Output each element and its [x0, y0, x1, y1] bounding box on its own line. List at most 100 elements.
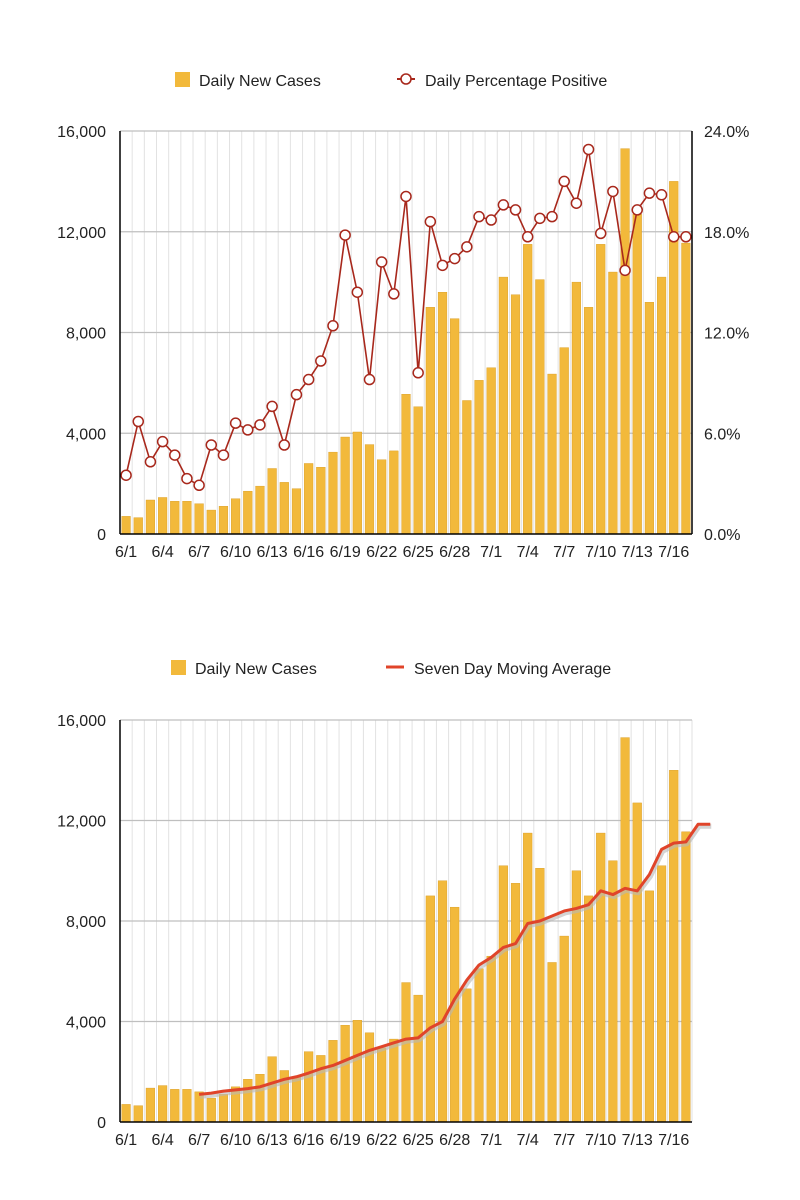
line-point	[278, 439, 291, 451]
y-right-tick-label: 6.0%	[704, 426, 740, 443]
line-point	[229, 417, 242, 429]
x-tick-label: 6/16	[293, 1132, 324, 1149]
line-point	[436, 259, 449, 272]
bar	[352, 431, 362, 535]
legend-bar-label: Daily New Cases	[195, 661, 317, 678]
bar	[413, 994, 423, 1123]
bar	[620, 737, 630, 1123]
bar	[401, 394, 411, 535]
legend-marker-icon	[400, 73, 412, 85]
y-tick-label: 0	[97, 1115, 106, 1132]
bar	[145, 1087, 155, 1123]
bar	[316, 1055, 326, 1123]
bar	[218, 1094, 229, 1123]
bar	[158, 1085, 168, 1123]
bar	[291, 1076, 302, 1123]
y-axis-left-ticks: 0 4,000 8,000 12,000 16,000	[57, 124, 106, 544]
legend-bar-swatch	[171, 660, 186, 675]
bar	[243, 1079, 253, 1123]
x-tick-label: 6/10	[220, 1132, 251, 1149]
bar	[291, 488, 302, 535]
line-point	[351, 286, 364, 298]
bar	[206, 509, 216, 535]
line-point	[570, 197, 583, 209]
bar	[535, 868, 545, 1123]
legend-line-label: Seven Day Moving Average	[414, 661, 611, 678]
bar	[510, 294, 521, 535]
bar	[608, 860, 618, 1123]
x-tick-label: 6/7	[188, 1132, 210, 1149]
line-point	[497, 199, 510, 211]
bar	[644, 890, 654, 1123]
legend: Daily New Cases Daily Percentage Positiv…	[175, 72, 607, 90]
bar	[656, 865, 667, 1123]
x-tick-label: 7/1	[480, 544, 502, 561]
line-point	[412, 367, 424, 379]
bar	[596, 832, 606, 1123]
y-right-tick-label: 0.0%	[704, 527, 740, 544]
line-series	[198, 822, 712, 1099]
bar	[523, 832, 533, 1123]
bar	[669, 770, 679, 1123]
y-tick-label: 4,000	[66, 1015, 106, 1032]
line-point	[582, 143, 595, 156]
line-point	[302, 373, 315, 386]
line-point	[473, 210, 485, 223]
y-tick-label: 12,000	[57, 814, 106, 831]
bar	[474, 968, 484, 1123]
bar	[255, 485, 265, 535]
bar	[523, 244, 533, 535]
line-point	[448, 252, 461, 265]
x-tick-label: 6/10	[220, 544, 251, 561]
bar	[413, 406, 423, 535]
line-point	[643, 187, 656, 199]
bar	[377, 459, 387, 535]
x-tick-label: 6/22	[366, 544, 397, 561]
bar	[462, 400, 472, 535]
bar	[352, 1020, 362, 1123]
line-point	[242, 424, 254, 436]
x-tick-label: 6/25	[403, 544, 434, 561]
bar	[243, 490, 253, 535]
bar	[583, 307, 594, 535]
x-tick-label: 6/1	[115, 1132, 137, 1149]
bar	[510, 883, 521, 1123]
line-point	[485, 214, 497, 226]
bar	[133, 1105, 143, 1123]
bar	[656, 276, 667, 535]
x-tick-label: 7/13	[622, 1132, 653, 1149]
bar	[681, 831, 691, 1123]
axes	[119, 720, 692, 1123]
bar	[121, 516, 131, 535]
bar	[133, 517, 143, 535]
y-tick-label: 0	[97, 527, 106, 544]
bar	[535, 279, 545, 535]
x-axis-ticks: 6/1 6/4 6/7 6/10 6/13 6/16 6/19 6/22 6/25 6/28 7/1…	[115, 544, 689, 561]
x-tick-label: 7/4	[517, 544, 539, 561]
line-point	[558, 175, 570, 188]
line-point	[339, 229, 351, 241]
y-tick-label: 16,000	[57, 713, 106, 730]
bar	[644, 302, 654, 535]
bar	[304, 463, 314, 535]
x-tick-label: 7/7	[553, 1132, 575, 1149]
line-point	[315, 355, 327, 367]
y-tick-label: 4,000	[66, 426, 106, 443]
x-tick-label: 6/4	[151, 544, 173, 561]
line-point	[461, 241, 473, 253]
x-axis-ticks: 6/1 6/4 6/7 6/10 6/13 6/16 6/19 6/22 6/25 6/28 7/1…	[115, 1132, 689, 1149]
x-tick-label: 7/4	[517, 1132, 539, 1149]
bar	[559, 935, 569, 1123]
bar	[194, 503, 204, 535]
bar	[340, 436, 350, 535]
bar	[170, 501, 180, 535]
x-tick-label: 6/28	[439, 1132, 470, 1149]
line-point	[156, 435, 169, 448]
y-tick-label: 12,000	[57, 225, 106, 242]
x-tick-label: 6/16	[293, 544, 324, 561]
line-point	[217, 449, 230, 461]
chart-cases-vs-moving-average: Daily New Cases Seven Day Moving Average…	[57, 660, 712, 1149]
line-point	[534, 212, 546, 225]
line-point	[266, 400, 278, 413]
x-tick-label: 6/4	[151, 1132, 173, 1149]
